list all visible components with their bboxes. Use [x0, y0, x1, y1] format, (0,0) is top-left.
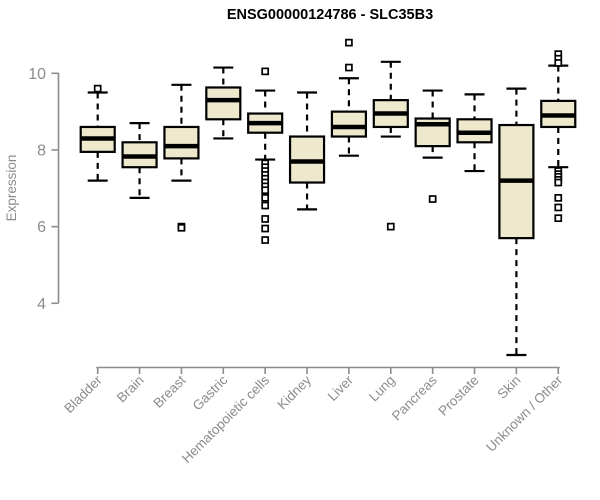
box-brain — [121, 122, 158, 199]
box-skin — [498, 87, 535, 357]
box-unknown-other — [540, 50, 577, 223]
iqr-box — [205, 86, 242, 121]
outlier-point — [261, 67, 270, 76]
outlier-point — [177, 223, 186, 232]
x-tick-label: Prostate — [435, 373, 481, 419]
x-tick-label: Gastric — [190, 372, 231, 413]
chart-title: ENSG00000124786 - SLC35B3 — [227, 7, 433, 23]
y-tick-label: 10 — [28, 66, 46, 83]
outlier-point — [554, 214, 563, 223]
x-tick-label: Skin — [494, 373, 523, 402]
outlier-point — [345, 63, 353, 72]
x-tick-label: Kidney — [274, 372, 314, 412]
x-tick-label: Liver — [325, 372, 357, 404]
box-lung — [372, 60, 409, 231]
box-pancreas — [414, 89, 451, 203]
y-tick-label: 8 — [37, 142, 46, 159]
x-tick-label: Lung — [366, 373, 398, 405]
outlier-point — [386, 222, 395, 231]
x-tick-label: Unknown / Other — [483, 372, 566, 455]
outlier-point — [93, 84, 102, 93]
outlier-point — [261, 194, 270, 202]
y-axis-title: Expression — [4, 155, 19, 222]
outlier-point — [554, 194, 563, 202]
outlier-point — [261, 215, 270, 223]
outlier-point — [261, 224, 270, 233]
y-tick-label: 6 — [37, 219, 46, 236]
box-liver — [330, 38, 368, 157]
x-tick-label: Bladder — [61, 372, 105, 416]
box-prostate — [456, 93, 493, 173]
x-tick-label: Pancreas — [389, 372, 440, 423]
outlier-point — [554, 178, 563, 187]
outlier-point — [261, 186, 270, 195]
outlier-point — [261, 201, 270, 210]
outlier-point — [345, 38, 353, 47]
box-gastric — [205, 66, 242, 140]
y-tick-label: 4 — [37, 296, 46, 313]
iqr-box — [330, 110, 368, 138]
outlier-point — [428, 195, 437, 203]
box-bladder — [79, 84, 116, 182]
box-hematopoietic-cells — [247, 67, 284, 244]
outlier-point — [554, 59, 563, 67]
x-tick-label: Breast — [150, 372, 188, 410]
x-tick-label: Brain — [114, 373, 147, 406]
outlier-point — [554, 203, 563, 212]
box-breast — [163, 83, 200, 232]
box-kidney — [288, 91, 326, 211]
outlier-point — [261, 236, 270, 244]
iqr-box — [163, 125, 200, 160]
